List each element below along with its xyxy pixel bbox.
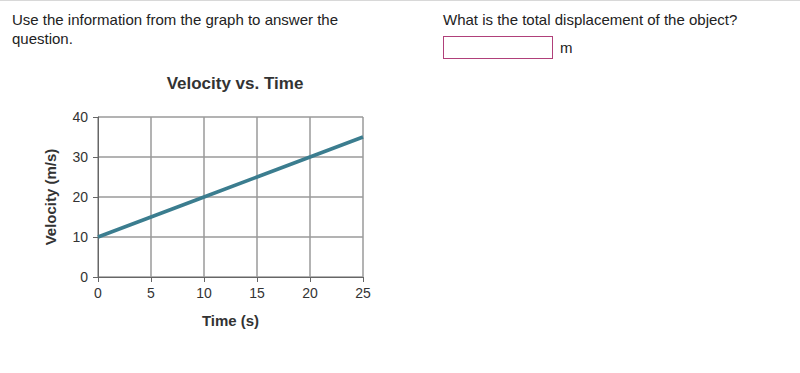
html-text:Use the information from the g: Use the information from the graph to an…: [12, 11, 338, 47]
html-text:m: m: [560, 39, 573, 56]
svg-text:Velocity vs. Time: Velocity vs. Time: [167, 74, 304, 93]
svg-text:5: 5: [147, 285, 155, 301]
svg-text:40: 40: [72, 109, 88, 125]
svg-text:0: 0: [80, 269, 88, 285]
svg-text:15: 15: [249, 285, 265, 301]
svg-text:20: 20: [72, 189, 88, 205]
svg-text:10: 10: [196, 285, 212, 301]
svg-text:0: 0: [94, 285, 102, 301]
svg-text:30: 30: [72, 149, 88, 165]
svg-text:20: 20: [302, 285, 318, 301]
svg-text:10: 10: [72, 229, 88, 245]
svg-text:Time (s): Time (s): [202, 312, 259, 329]
svg-text:Velocity (m/s): Velocity (m/s): [42, 149, 59, 246]
html-text:What is the total displacement: What is the total displacement of the ob…: [443, 11, 738, 28]
svg-text:25: 25: [355, 285, 371, 301]
